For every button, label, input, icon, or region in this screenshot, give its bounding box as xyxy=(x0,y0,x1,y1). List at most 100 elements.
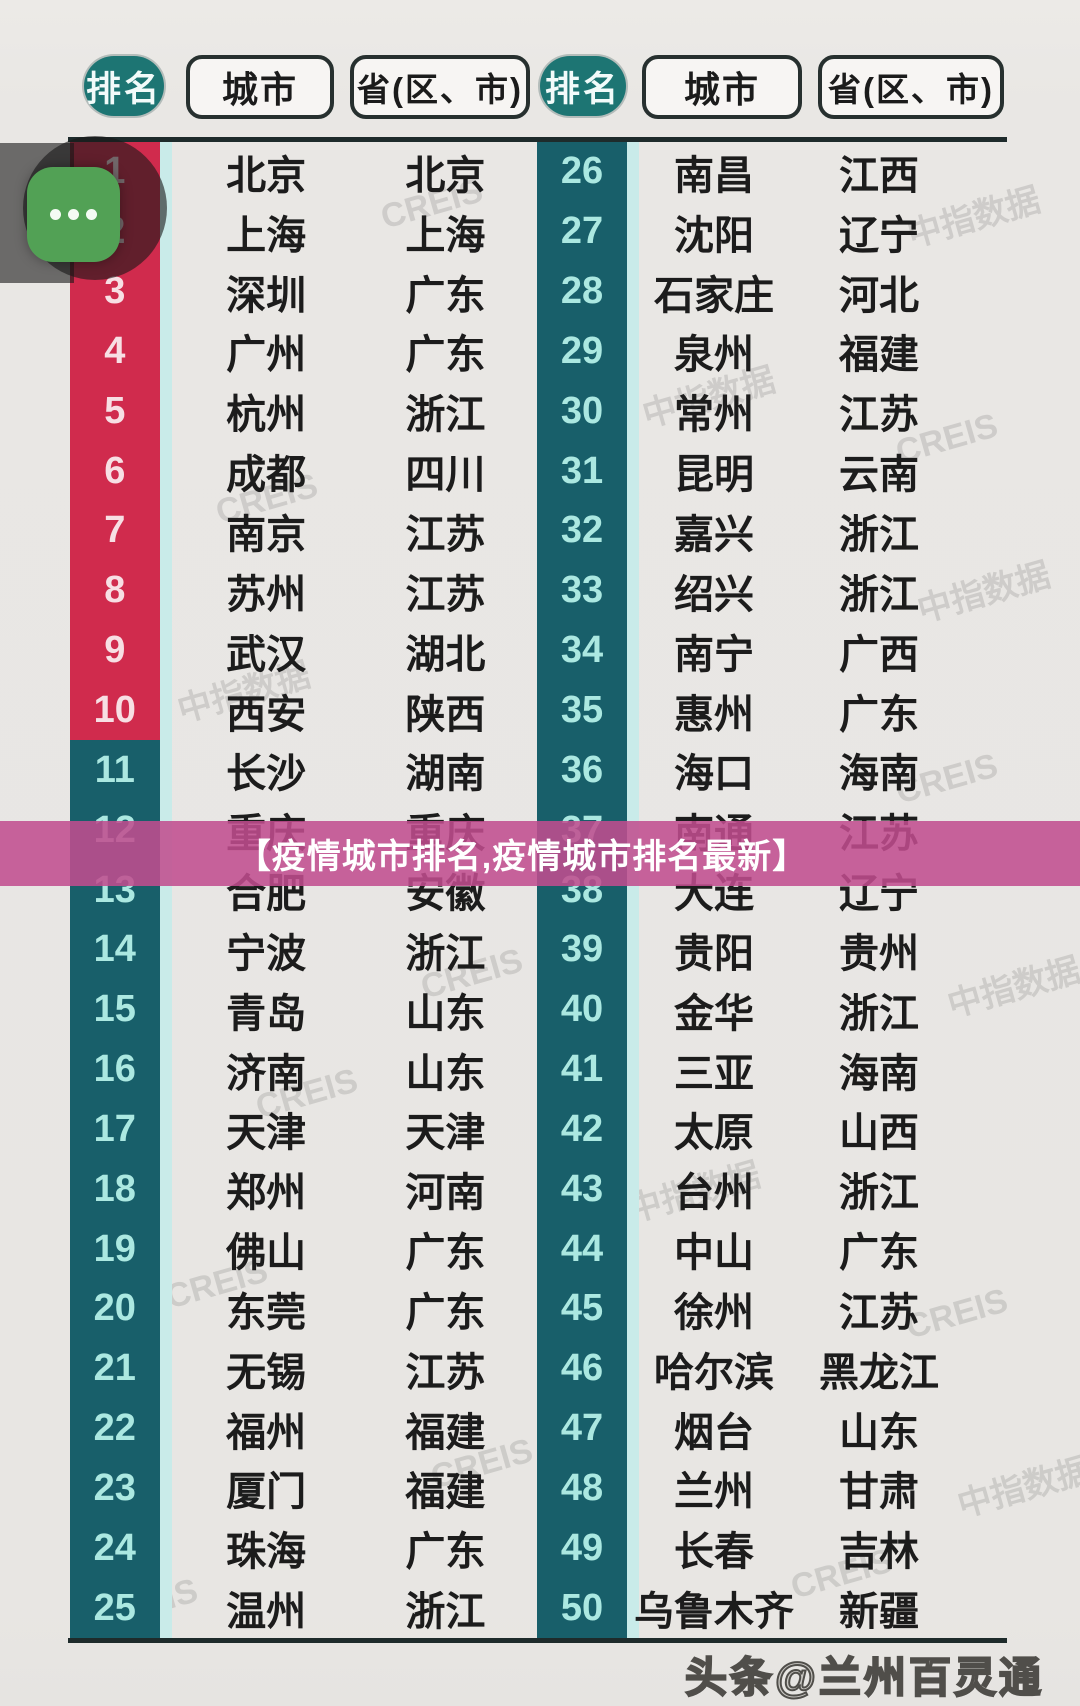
table-row: 29 泉州 福建 xyxy=(537,321,1003,382)
table-row: 8 苏州 江苏 xyxy=(70,560,530,621)
city-cell: 泉州 xyxy=(674,332,754,378)
city-header-box-right: 城市 xyxy=(642,55,802,119)
province-cell: 浙江 xyxy=(405,1589,486,1635)
rank-cell: 49 xyxy=(537,1518,627,1579)
rank-stripe xyxy=(627,201,639,262)
province-cell: 广东 xyxy=(839,691,919,737)
city-cell: 珠海 xyxy=(226,1529,307,1575)
rank-stripe xyxy=(159,680,172,741)
table-row: 25 温州 浙江 xyxy=(70,1578,530,1639)
rank-stripe xyxy=(627,501,639,561)
rank-cell: 42 xyxy=(537,1099,627,1160)
city-cell: 烟台 xyxy=(674,1409,754,1455)
city-cell: 金华 xyxy=(674,990,754,1036)
table-row: 42 太原 山西 xyxy=(537,1099,1003,1160)
table-row: 19 佛山 广东 xyxy=(70,1219,530,1280)
province-cell: 陕西 xyxy=(405,691,486,737)
province-cell: 吉林 xyxy=(839,1529,919,1575)
rank-cell: 11 xyxy=(70,740,160,801)
province-cell: 贵州 xyxy=(839,930,919,976)
rank-cell: 20 xyxy=(70,1279,160,1339)
table-row: 4 广州 广东 xyxy=(70,321,530,382)
rank-stripe xyxy=(159,1219,172,1280)
rank-cell: 41 xyxy=(537,1039,627,1100)
province-cell: 山东 xyxy=(405,1050,486,1096)
rank-stripe xyxy=(159,1099,172,1160)
table-row: 31 昆明 云南 xyxy=(537,441,1003,502)
table-row: 28 石家庄 河北 xyxy=(537,261,1003,322)
table-row: 34 南宁 广西 xyxy=(537,620,1003,681)
rank-cell: 44 xyxy=(537,1219,627,1280)
city-cell: 太原 xyxy=(674,1110,754,1156)
more-options-icon[interactable] xyxy=(27,167,120,262)
city-cell: 兰州 xyxy=(674,1469,754,1515)
rank-stripe xyxy=(159,620,172,681)
province-cell: 天津 xyxy=(405,1110,486,1156)
rank-cell: 34 xyxy=(537,620,627,681)
dot xyxy=(50,209,61,220)
city-cell: 绍兴 xyxy=(674,571,754,617)
city-cell: 常州 xyxy=(674,392,754,438)
province-header-label: 省(区、市) xyxy=(357,71,523,108)
city-cell: 济南 xyxy=(226,1050,307,1096)
city-header-label: 城市 xyxy=(683,69,760,110)
province-cell: 甘肃 xyxy=(839,1469,919,1515)
rank-stripe xyxy=(627,1099,639,1160)
province-cell: 广东 xyxy=(405,1289,486,1335)
table-row: 11 长沙 湖南 xyxy=(70,740,530,801)
city-cell: 三亚 xyxy=(674,1050,754,1096)
rank-cell: 21 xyxy=(70,1338,160,1399)
rank-cell: 9 xyxy=(70,620,160,681)
rank-stripe xyxy=(159,979,172,1040)
province-cell: 湖北 xyxy=(405,631,486,677)
rank-stripe xyxy=(627,321,639,382)
rank-cell: 17 xyxy=(70,1099,160,1160)
city-cell: 沈阳 xyxy=(674,212,754,258)
rank-stripe xyxy=(627,979,639,1040)
rank-cell: 18 xyxy=(70,1159,160,1220)
city-cell: 佛山 xyxy=(226,1230,307,1276)
rank-cell: 35 xyxy=(537,680,627,741)
province-cell: 福建 xyxy=(839,332,919,378)
table-row: 40 金华 浙江 xyxy=(537,979,1003,1040)
city-cell: 台州 xyxy=(674,1170,754,1216)
rank-cell: 48 xyxy=(537,1458,627,1519)
table-row: 26 南昌 江西 xyxy=(537,142,1003,202)
province-cell: 山东 xyxy=(839,1409,919,1455)
rank-stripe xyxy=(627,1398,639,1459)
province-cell: 山西 xyxy=(839,1110,919,1156)
table-row: 46 哈尔滨 黑龙江 xyxy=(537,1338,1003,1399)
city-cell: 武汉 xyxy=(226,631,307,677)
rank-cell: 19 xyxy=(70,1219,160,1280)
rank-stripe xyxy=(159,1458,172,1519)
city-cell: 郑州 xyxy=(226,1170,307,1216)
rank-cell: 23 xyxy=(70,1458,160,1519)
province-cell: 河南 xyxy=(405,1170,486,1216)
rank-cell: 31 xyxy=(537,441,627,502)
table-row: 17 天津 天津 xyxy=(70,1099,530,1160)
city-cell: 温州 xyxy=(226,1589,307,1635)
table-row: 24 珠海 广东 xyxy=(70,1518,530,1579)
province-cell: 广东 xyxy=(405,1529,486,1575)
rank-cell: 40 xyxy=(537,979,627,1040)
city-cell: 贵阳 xyxy=(674,930,754,976)
table-row: 20 东莞 广东 xyxy=(70,1279,530,1339)
table-row: 35 惠州 广东 xyxy=(537,680,1003,741)
province-header-box-left: 省(区、市) xyxy=(350,55,530,119)
city-cell: 无锡 xyxy=(226,1349,307,1395)
province-cell: 江苏 xyxy=(405,571,486,617)
province-cell: 广西 xyxy=(839,631,919,677)
table-row: 49 长春 吉林 xyxy=(537,1518,1003,1579)
table-row: 27 沈阳 辽宁 xyxy=(537,201,1003,262)
rank-cell: 16 xyxy=(70,1039,160,1100)
table-row: 23 厦门 福建 xyxy=(70,1458,530,1519)
table-row: 48 兰州 甘肃 xyxy=(537,1458,1003,1519)
rank-cell: 4 xyxy=(70,321,160,382)
province-cell: 福建 xyxy=(405,1409,486,1455)
rank-cell: 43 xyxy=(537,1159,627,1220)
rank-cell: 39 xyxy=(537,919,627,980)
table-row: 7 南京 江苏 xyxy=(70,501,530,561)
city-cell: 杭州 xyxy=(226,392,307,438)
city-header-box-left: 城市 xyxy=(186,55,334,119)
